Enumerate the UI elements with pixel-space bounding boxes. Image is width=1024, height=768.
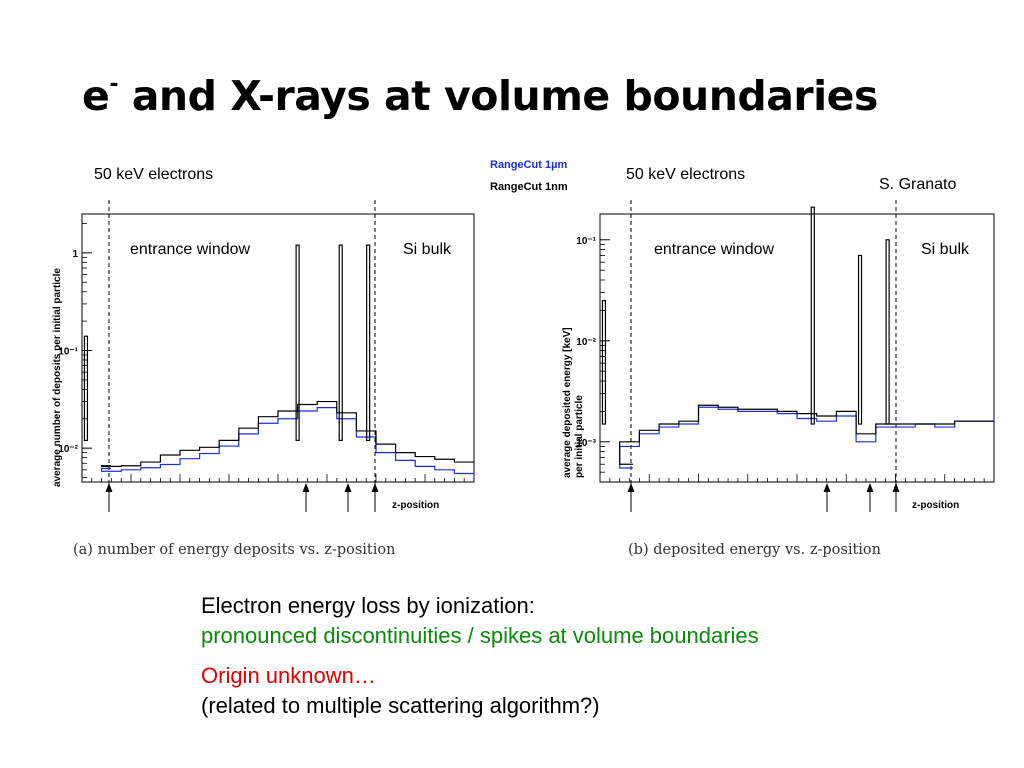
boundary-arrow-head [892,483,900,492]
boundary-arrow-head [866,483,874,492]
author-label: S. Granato [879,176,957,193]
left-energy-label: 50 keV electrons [94,166,214,183]
y-tick-label: 10⁻¹ [58,346,78,357]
boundary-spike [295,244,300,442]
caption-a: (a) number of energy deposits vs. z-posi… [73,542,396,558]
chart-deposited-energy: average deposited energy [keV] per initi… [562,200,995,512]
boundary-arrow-head [105,483,113,492]
chart-a-ylabel: average number of deposits per initial p… [52,268,63,487]
boundary-spike [83,335,89,442]
boundary-arrow-head [302,483,310,492]
chart-b-xlabel: z-position [912,500,959,511]
y-tick-label: 10⁻¹ [576,236,596,247]
right-energy-label: 50 keV electrons [626,166,746,183]
chart-a-bulk-label: Si bulk [403,241,452,258]
y-tick-label: 1 [72,249,78,260]
title-main: e [82,72,110,120]
text-line-1: Electron energy loss by ionization: [201,593,535,618]
slide-title: e- and X-rays at volume boundaries [82,72,878,120]
series-line-1um [619,406,995,469]
y-tick-label: 10⁻³ [576,438,596,449]
y-tick-label: 10⁻² [576,337,596,348]
chart-b-ylabel: average deposited energy [keV] [562,327,573,478]
chart-b-ylabel-2: per initial particle [574,395,585,478]
boundary-spike [885,239,890,425]
y-tick-label: 10⁻² [58,444,78,455]
boundary-spike [366,244,371,442]
text-line-3: Origin unknown… [201,663,376,688]
title-superscript: - [109,72,118,98]
chart-a-window-label: entrance window [130,241,251,258]
boundary-arrow-head [823,483,831,492]
chart-b-bulk-label: Si bulk [921,241,970,258]
boundary-arrow-head [627,483,635,492]
boundary-arrow-head [344,483,352,492]
chart-b-window-label: entrance window [654,241,775,258]
series-line-1um [101,407,475,480]
boundary-spike [810,206,815,425]
caption-b: (b) deposited energy vs. z-position [628,542,881,558]
legend-rangecut-1nm: RangeCut 1nm [490,181,568,193]
series-line-1nm [101,400,474,468]
text-line-4: (related to multiple scattering algorith… [201,693,600,718]
slide-text: Electron energy loss by ionization: pron… [201,591,759,721]
chart-a-xlabel: z-position [392,500,439,511]
series-line-1nm [619,404,994,465]
chart-deposits: average number of deposits per initial p… [52,200,475,512]
boundary-spike [601,299,607,425]
legend-rangecut-1um: RangeCut 1µm [490,159,568,171]
boundary-spike [857,254,863,425]
text-line-2: pronounced discontinuities / spikes at v… [201,623,759,648]
boundary-spike [338,244,343,442]
title-rest: and X-rays at volume boundaries [117,72,879,120]
boundary-arrow-head [371,483,379,492]
